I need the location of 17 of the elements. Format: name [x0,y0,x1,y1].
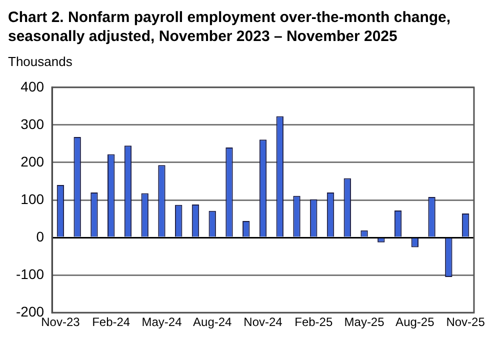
x-tick-label: May-24 [142,315,182,330]
x-tick-label: Nov-23 [41,315,80,330]
x-tick-label: Aug-25 [396,315,435,330]
chart-title: Chart 2. Nonfarm payroll employment over-the-month change, seasonally adjusted, November 2023 – November 2025 [8,8,452,46]
y-axis-title: Thousands [8,54,74,69]
y-tick-label: 200 [20,153,44,170]
x-tick-label: Feb-25 [294,315,333,330]
x-tick-label: Aug-24 [193,315,232,330]
y-tick-label: 400 [20,78,44,94]
y-tick-label: 300 [20,116,44,132]
y-tick-label: 100 [20,190,44,207]
x-tick-label: Nov-24 [244,315,283,330]
x-tick-label: Feb-24 [92,315,130,330]
x-tick-label: Nov-25 [446,315,486,330]
y-tick-label: 0 [36,228,44,244]
x-tick-label: May-25 [344,315,385,330]
y-tick-label: -100 [16,266,44,282]
